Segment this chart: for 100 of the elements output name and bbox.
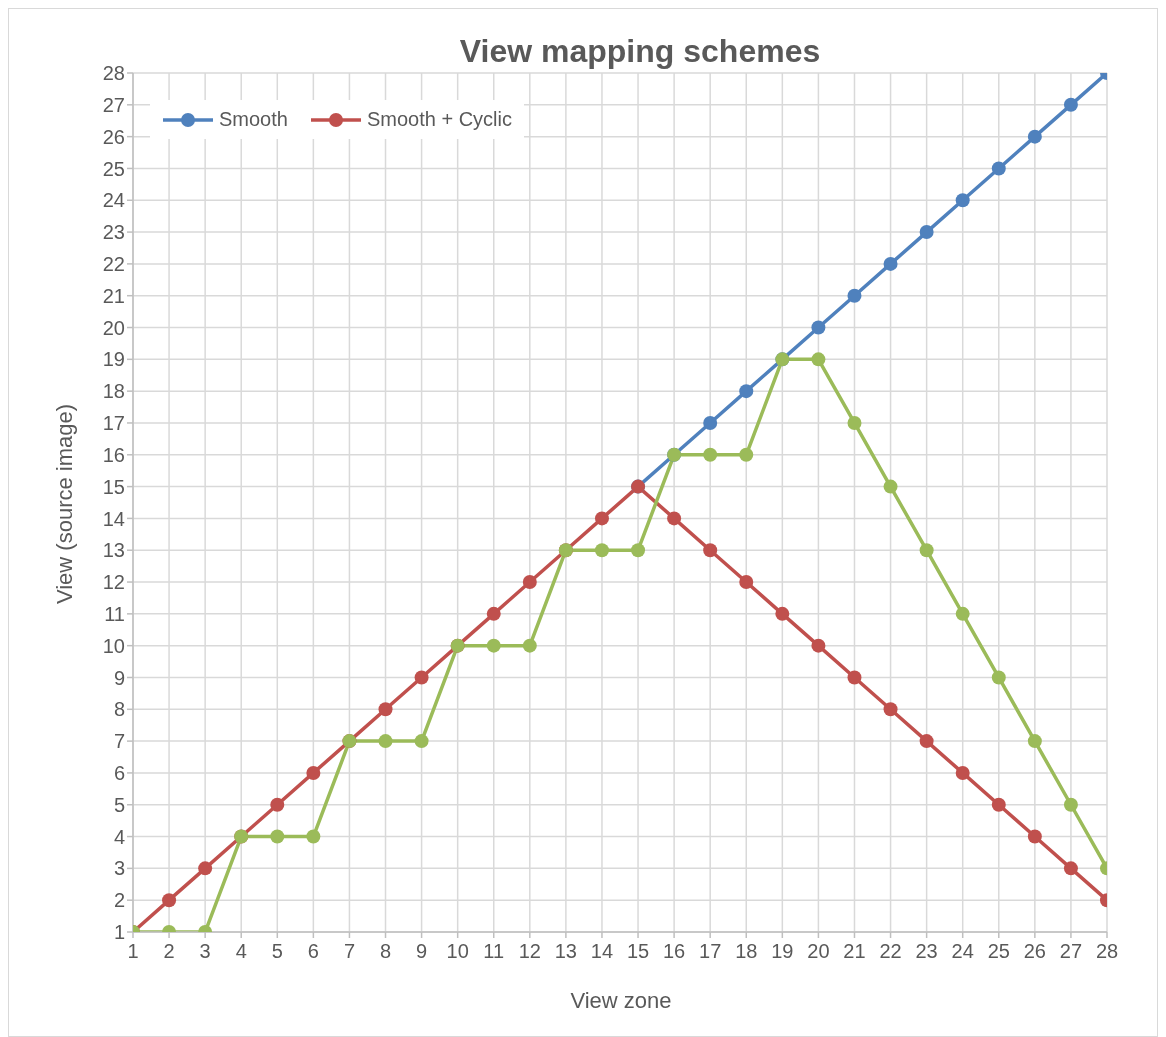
y-tick-label: 17 [102, 412, 125, 435]
point [955, 193, 970, 208]
x-tick-label: 25 [987, 940, 1010, 963]
point [811, 320, 826, 335]
point [594, 511, 609, 526]
point [306, 765, 321, 780]
point [594, 543, 609, 558]
y-tick-label: 11 [104, 602, 125, 625]
point [703, 415, 718, 430]
point [847, 670, 862, 685]
x-tick-label: 18 [735, 940, 758, 963]
point [919, 543, 934, 558]
point [883, 702, 898, 717]
x-tick-label: 4 [235, 940, 247, 963]
y-tick-label: 24 [102, 189, 125, 212]
point [919, 225, 934, 240]
point [162, 893, 177, 908]
point [955, 765, 970, 780]
y-tick-label: 14 [102, 507, 125, 530]
y-tick-label: 5 [113, 793, 125, 816]
y-tick-label: 7 [113, 730, 125, 753]
x-tick-label: 26 [1023, 940, 1046, 963]
x-tick-label: 10 [446, 940, 469, 963]
x-tick-label: 16 [662, 940, 686, 963]
x-tick-label: 8 [379, 940, 392, 963]
point [667, 511, 682, 526]
point [306, 829, 321, 844]
chart-title: View mapping schemes [458, 32, 822, 70]
y-tick-label: 18 [102, 380, 125, 403]
point [414, 734, 429, 749]
point [1063, 97, 1078, 112]
point [378, 702, 393, 717]
y-tick-label: 13 [102, 539, 125, 562]
x-tick-label: 9 [416, 940, 428, 963]
x-tick-label: 1 [127, 940, 139, 963]
y-tick-label: 9 [113, 666, 125, 689]
point [703, 447, 718, 462]
y-tick-label: 4 [113, 825, 125, 848]
x-tick-label: 2 [163, 940, 175, 963]
x-tick-label: 17 [699, 940, 722, 963]
point [486, 606, 501, 621]
x-tick-label: 15 [626, 940, 650, 963]
y-tick-label: 1 [113, 921, 125, 944]
point [919, 734, 934, 749]
x-tick-label: 12 [518, 940, 541, 963]
point [703, 543, 718, 558]
x-tick-label: 6 [307, 940, 319, 963]
y-tick-label: 19 [102, 348, 125, 371]
y-tick-label: 10 [102, 634, 125, 657]
point [270, 797, 285, 812]
point [1063, 861, 1078, 876]
point [270, 829, 285, 844]
point [1027, 829, 1042, 844]
point [991, 797, 1006, 812]
point [991, 670, 1006, 685]
y-tick-label: 20 [102, 316, 125, 339]
x-tick-label: 3 [199, 940, 211, 963]
point [378, 734, 393, 749]
point [883, 479, 898, 494]
x-tick-label: 11 [483, 940, 505, 963]
y-tick-label: 22 [102, 252, 125, 275]
point [522, 638, 537, 653]
point [955, 606, 970, 621]
x-tick-label: 27 [1059, 940, 1083, 963]
point [739, 384, 754, 399]
y-tick-label: 26 [102, 125, 125, 148]
x-tick-label: 19 [771, 940, 794, 963]
legend-label: Smooth + Cyclic [366, 108, 512, 131]
y-tick-label: 28 [102, 62, 125, 85]
point [414, 670, 429, 685]
point [631, 543, 646, 558]
x-tick-label: 23 [915, 940, 938, 963]
y-tick-label: 16 [102, 443, 125, 466]
x-tick-label: 5 [271, 940, 283, 963]
x-tick-label: 13 [554, 940, 578, 963]
point [522, 575, 537, 590]
point [1027, 129, 1042, 144]
x-tick-label: 14 [590, 940, 614, 963]
point [739, 447, 754, 462]
y-tick-label: 2 [113, 889, 125, 912]
x-tick-label: 28 [1095, 940, 1119, 963]
point [486, 638, 501, 653]
y-tick-label: 15 [102, 475, 125, 498]
y-tick-label: 8 [113, 698, 125, 721]
x-tick-label: 22 [879, 940, 902, 963]
point [1027, 734, 1042, 749]
x-tick-label: 21 [843, 940, 866, 963]
y-tick-label: 25 [102, 157, 125, 180]
point [1063, 797, 1078, 812]
point [739, 575, 754, 590]
point [847, 288, 862, 303]
point [847, 415, 862, 430]
point [811, 638, 826, 653]
point [811, 352, 826, 367]
y-tick-label: 21 [102, 284, 125, 307]
legend-label: Smooth [219, 108, 288, 131]
y-tick-label: 6 [113, 762, 125, 785]
point [775, 606, 790, 621]
y-axis-title: View (source image) [51, 403, 78, 605]
x-axis-title: View zone [569, 987, 673, 1015]
